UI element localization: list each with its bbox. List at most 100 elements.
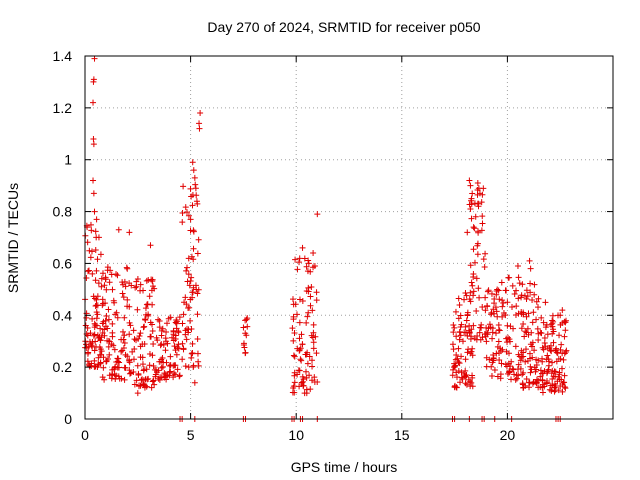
- data-point: [515, 361, 522, 368]
- data-point: [115, 355, 122, 362]
- data-point: [149, 276, 156, 283]
- data-point: [305, 309, 312, 316]
- data-point: [140, 381, 147, 388]
- data-point: [489, 335, 496, 342]
- data-point: [456, 301, 463, 308]
- data-point: [313, 350, 320, 357]
- data-point: [528, 366, 535, 373]
- data-point: [164, 320, 171, 327]
- data-point: [96, 333, 103, 340]
- data-point: [301, 255, 308, 262]
- data-point: [487, 324, 494, 331]
- data-point: [459, 376, 466, 383]
- data-point: [303, 263, 310, 270]
- data-point: [450, 346, 457, 353]
- data-point: [488, 309, 495, 316]
- data-point: [180, 346, 187, 353]
- data-point: [105, 343, 112, 350]
- data-point: [128, 282, 135, 289]
- data-point: [292, 256, 299, 263]
- data-point: [89, 315, 96, 322]
- data-point: [529, 319, 536, 326]
- data-point: [192, 181, 199, 188]
- data-point: [298, 331, 305, 338]
- data-point: [97, 360, 104, 367]
- y-tick-label: 0.4: [53, 307, 73, 323]
- data-point: [149, 301, 156, 308]
- data-point: [479, 303, 486, 310]
- data-point: [482, 294, 489, 301]
- data-point: [470, 292, 477, 299]
- data-point: [488, 290, 495, 297]
- data-point: [88, 342, 95, 349]
- data-point: [548, 387, 555, 394]
- data-point: [535, 295, 542, 302]
- data-point: [562, 327, 569, 334]
- data-point: [99, 270, 106, 277]
- data-point: [172, 371, 179, 378]
- data-point: [546, 358, 553, 365]
- data-point: [156, 377, 163, 384]
- data-point: [512, 343, 519, 350]
- y-tick-label: 0.2: [53, 359, 73, 375]
- data-point: [91, 320, 98, 327]
- data-point: [140, 324, 147, 331]
- data-point: [527, 363, 534, 370]
- data-point: [451, 383, 458, 390]
- data-point: [94, 311, 101, 318]
- data-point: [86, 338, 93, 345]
- data-point: [158, 341, 165, 348]
- data-point: [549, 367, 556, 374]
- data-point: [499, 303, 506, 310]
- data-point: [99, 374, 106, 381]
- data-point: [162, 347, 169, 354]
- data-point: [160, 341, 167, 348]
- data-point: [468, 326, 475, 333]
- data-point: [100, 364, 107, 371]
- data-point: [479, 213, 486, 220]
- data-point: [493, 330, 500, 337]
- data-point: [561, 333, 568, 340]
- data-point: [138, 377, 145, 384]
- data-point: [135, 383, 142, 390]
- data-point: [483, 338, 490, 345]
- data-point: [523, 287, 530, 294]
- data-point: [176, 372, 183, 379]
- data-point: [144, 301, 151, 308]
- data-point: [143, 301, 150, 308]
- data-point: [150, 362, 157, 369]
- data-point: [180, 183, 187, 190]
- data-point: [527, 355, 534, 362]
- data-point: [97, 337, 104, 344]
- data-point: [510, 366, 517, 373]
- data-point: [137, 354, 144, 361]
- data-point: [103, 357, 110, 364]
- data-point: [91, 208, 98, 215]
- data-point: [491, 367, 498, 374]
- data-point: [467, 289, 474, 296]
- data-point: [538, 314, 545, 321]
- data-point: [523, 296, 530, 303]
- data-point: [187, 317, 194, 324]
- data-point: [310, 345, 317, 352]
- data-point: [469, 282, 476, 289]
- data-point: [187, 227, 194, 234]
- data-point: [486, 321, 493, 328]
- data-point: [98, 275, 105, 282]
- data-point: [470, 322, 477, 329]
- x-axis-label: GPS time / hours: [291, 459, 398, 475]
- data-point: [192, 185, 199, 192]
- data-point: [507, 338, 514, 345]
- data-point: [549, 323, 556, 330]
- data-point: [93, 315, 100, 322]
- data-point: [155, 316, 162, 323]
- data-point: [307, 293, 314, 300]
- data-point: [141, 323, 148, 330]
- data-point: [539, 389, 546, 396]
- data-point: [502, 287, 509, 294]
- data-point: [126, 331, 133, 338]
- data-point: [308, 283, 315, 290]
- data-point: [190, 362, 197, 369]
- data-point: [241, 344, 248, 351]
